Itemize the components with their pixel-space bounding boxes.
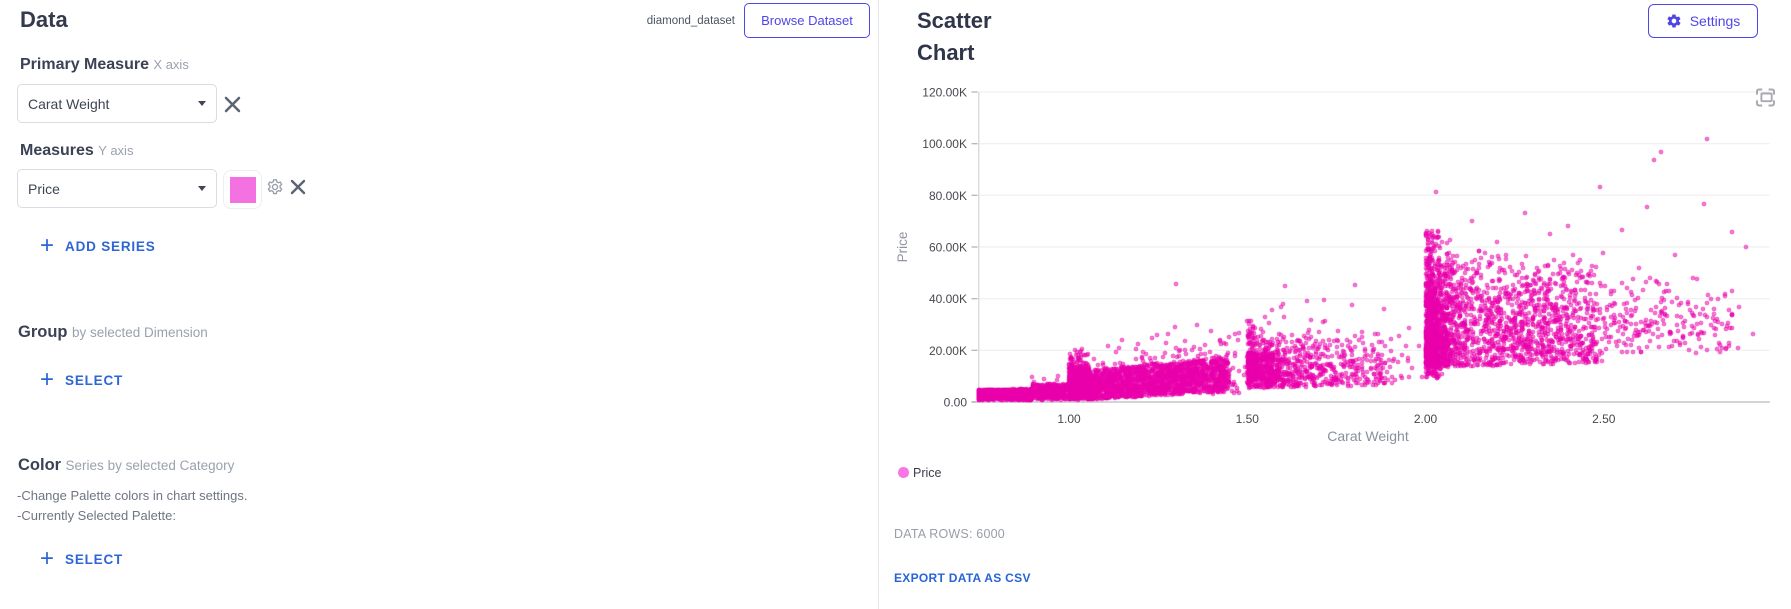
svg-text:1.50: 1.50 xyxy=(1236,412,1260,426)
svg-text:40.00K: 40.00K xyxy=(929,292,967,306)
svg-text:2.50: 2.50 xyxy=(1592,412,1616,426)
svg-text:0.00: 0.00 xyxy=(944,396,968,410)
svg-text:100.00K: 100.00K xyxy=(922,137,967,151)
svg-text:120.00K: 120.00K xyxy=(922,86,967,100)
svg-text:1.00: 1.00 xyxy=(1057,412,1081,426)
svg-text:20.00K: 20.00K xyxy=(929,344,967,358)
svg-text:80.00K: 80.00K xyxy=(929,189,967,203)
svg-text:60.00K: 60.00K xyxy=(929,241,967,255)
svg-text:2.00: 2.00 xyxy=(1414,412,1438,426)
svg-text:Carat Weight: Carat Weight xyxy=(1327,428,1409,444)
svg-text:Price: Price xyxy=(895,232,910,263)
